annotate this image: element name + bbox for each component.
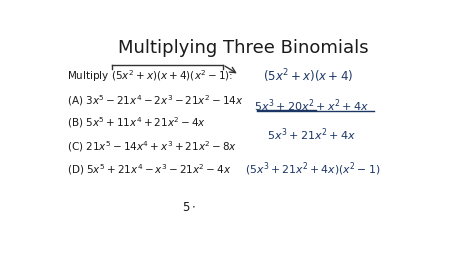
Text: Multiplying Three Binomials: Multiplying Three Binomials [118, 39, 368, 57]
Text: (C) $21x^5 - 14x^4 + x^3 + 21x^2 - 8x$: (C) $21x^5 - 14x^4 + x^3 + 21x^2 - 8x$ [66, 139, 237, 154]
Text: $5\cdot$: $5\cdot$ [182, 201, 197, 214]
Text: (D) $5x^5 + 21x^4 - x^3 - 21x^2 - 4x$: (D) $5x^5 + 21x^4 - x^3 - 21x^2 - 4x$ [66, 162, 231, 177]
Text: (A) $3x^5 - 21x^4 - 2x^3 - 21x^2 - 14x$: (A) $3x^5 - 21x^4 - 2x^3 - 21x^2 - 14x$ [66, 93, 243, 108]
Text: $5x^3 + 21x^2 + 4x$: $5x^3 + 21x^2 + 4x$ [267, 126, 356, 143]
Text: Multiply $(5x^2 + x)(x + 4)(x^2 - 1)$:: Multiply $(5x^2 + x)(x + 4)(x^2 - 1)$: [66, 68, 233, 84]
Text: $(5x^2+x)(x+4)$: $(5x^2+x)(x+4)$ [263, 67, 353, 85]
Text: $5x^3 + 20x^2 + x^2 + 4x$: $5x^3 + 20x^2 + x^2 + 4x$ [254, 97, 369, 114]
Text: $(5x^3+21x^2+4x)(x^2-1)$: $(5x^3+21x^2+4x)(x^2-1)$ [245, 160, 380, 178]
Text: (B) $5x^5 + 11x^4 + 21x^2 - 4x$: (B) $5x^5 + 11x^4 + 21x^2 - 4x$ [66, 116, 206, 130]
